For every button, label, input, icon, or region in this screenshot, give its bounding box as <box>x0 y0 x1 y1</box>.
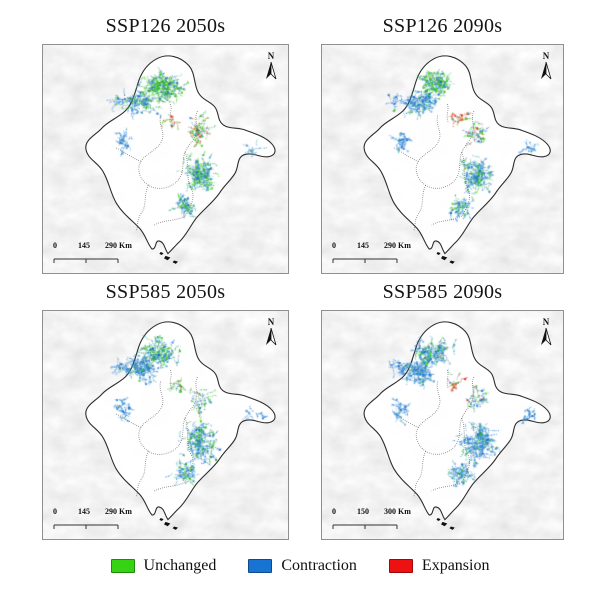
scale-bar-line <box>332 258 398 263</box>
panel-title: SSP126 2090s <box>382 14 503 37</box>
scale-label-0: 0 <box>332 507 336 516</box>
scale-bar-labels: 0 145 290 Km <box>53 241 163 251</box>
scale-label-mid: 150 <box>357 507 369 516</box>
scale-bar-labels: 0 145 290 Km <box>332 241 442 251</box>
legend-item: Contraction <box>248 557 357 575</box>
map-frame: N 0 145 290 Km <box>42 310 289 540</box>
north-arrow: N <box>262 318 280 350</box>
scale-label-end: 300 Km <box>384 507 411 516</box>
north-arrow: N <box>537 52 555 84</box>
scale-label-0: 0 <box>332 241 336 250</box>
scale-bar-labels: 0 150 300 Km <box>332 507 442 517</box>
north-arrow-icon <box>266 327 277 346</box>
map-panel: SSP585 2090s N 0 150 <box>321 274 564 540</box>
north-arrow-label: N <box>542 51 550 61</box>
scale-bar-line <box>53 524 119 529</box>
north-arrow-icon <box>266 61 277 80</box>
map-frame: N 0 145 290 Km <box>42 44 289 274</box>
legend-swatch <box>388 559 413 573</box>
legend-label: Unchanged <box>143 557 217 574</box>
map-frame: N 0 150 300 Km <box>321 310 564 540</box>
legend-label: Expansion <box>421 557 490 574</box>
legend-swatch <box>248 559 273 573</box>
scale-label-mid: 145 <box>357 241 369 250</box>
north-arrow-label: N <box>267 317 275 327</box>
scale-label-end: 290 Km <box>384 241 411 250</box>
north-arrow: N <box>262 52 280 84</box>
panel-title: SSP585 2090s <box>382 280 503 303</box>
scale-bar: 0 145 290 Km <box>53 241 163 269</box>
scale-bar: 0 145 290 Km <box>332 241 442 269</box>
scale-bar: 0 145 290 Km <box>53 507 163 535</box>
map-panel: SSP126 2050s N 0 145 <box>42 8 289 274</box>
scale-bar-line <box>332 524 398 529</box>
legend-item: Expansion <box>388 557 490 575</box>
distribution-dots-canvas <box>322 311 563 539</box>
scale-label-0: 0 <box>53 241 57 250</box>
north-arrow-icon <box>541 61 552 80</box>
legend: Unchanged Contraction Expansion <box>0 557 600 575</box>
distribution-dots-canvas <box>43 45 288 273</box>
north-arrow: N <box>537 318 555 350</box>
scale-label-0: 0 <box>53 507 57 516</box>
legend-label: Contraction <box>281 557 357 574</box>
scale-label-end: 290 Km <box>105 241 132 250</box>
map-panel: SSP585 2050s N 0 145 <box>42 274 289 540</box>
north-arrow-icon <box>541 327 552 346</box>
north-arrow-label: N <box>542 317 550 327</box>
legend-item: Unchanged <box>110 557 217 575</box>
north-arrow-label: N <box>267 51 275 61</box>
scale-label-mid: 145 <box>78 507 90 516</box>
scale-bar-labels: 0 145 290 Km <box>53 507 163 517</box>
scale-label-end: 290 Km <box>105 507 132 516</box>
distribution-dots-canvas <box>322 45 563 273</box>
panel-title: SSP585 2050s <box>105 280 226 303</box>
map-panel: SSP126 2090s N 0 145 <box>321 8 564 274</box>
scale-label-mid: 145 <box>78 241 90 250</box>
panel-title: SSP126 2050s <box>105 14 226 37</box>
map-frame: N 0 145 290 Km <box>321 44 564 274</box>
distribution-dots-canvas <box>43 311 288 539</box>
legend-swatch <box>110 559 135 573</box>
scale-bar: 0 150 300 Km <box>332 507 442 535</box>
scale-bar-line <box>53 258 119 263</box>
